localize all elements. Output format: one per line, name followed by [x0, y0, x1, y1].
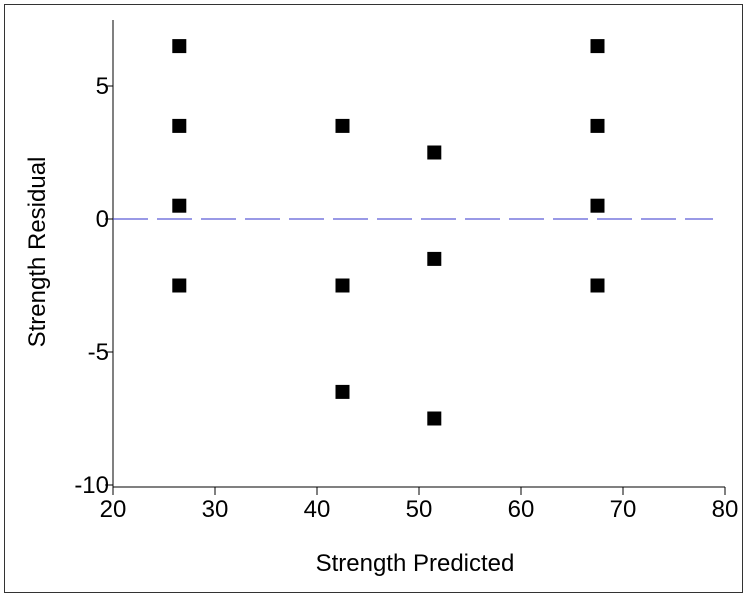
y-tick-label: 5: [96, 73, 109, 100]
data-point: [172, 278, 187, 293]
data-point: [427, 251, 442, 266]
data-point: [427, 145, 442, 160]
data-point: [590, 39, 605, 54]
y-axis-ticks: 5 0 -5 -10: [74, 73, 113, 499]
x-tick-label: 70: [610, 496, 637, 523]
plot-area: 20 30 40 50 60 70 80 50-5-10: [74, 20, 738, 523]
data-point: [590, 278, 605, 293]
x-tick-label: 50: [406, 496, 433, 523]
data-point: [335, 118, 350, 133]
y-tick-label: -10: [74, 472, 109, 499]
data-point: [427, 411, 442, 426]
x-tick-label: 30: [202, 496, 229, 523]
data-points: [172, 39, 605, 426]
y-tick-label: 0: [96, 206, 109, 233]
x-tick-label: 20: [100, 496, 127, 523]
data-point: [335, 384, 350, 399]
y-axis-label: Strength Residual: [24, 157, 51, 348]
x-tick-label: 60: [508, 496, 535, 523]
x-tick-label: 80: [712, 496, 739, 523]
x-axis-ticks: 20 30 40 50 60 70 80: [100, 487, 739, 523]
x-tick-label: 40: [304, 496, 331, 523]
data-point: [590, 118, 605, 133]
outer-frame: [4, 4, 743, 593]
data-point: [335, 278, 350, 293]
data-point: [590, 198, 605, 213]
data-point: [172, 198, 187, 213]
x-axis-label: Strength Predicted: [316, 550, 515, 577]
y-tick-label: -5: [88, 339, 109, 366]
data-point: [172, 39, 187, 54]
data-point: [172, 118, 187, 133]
